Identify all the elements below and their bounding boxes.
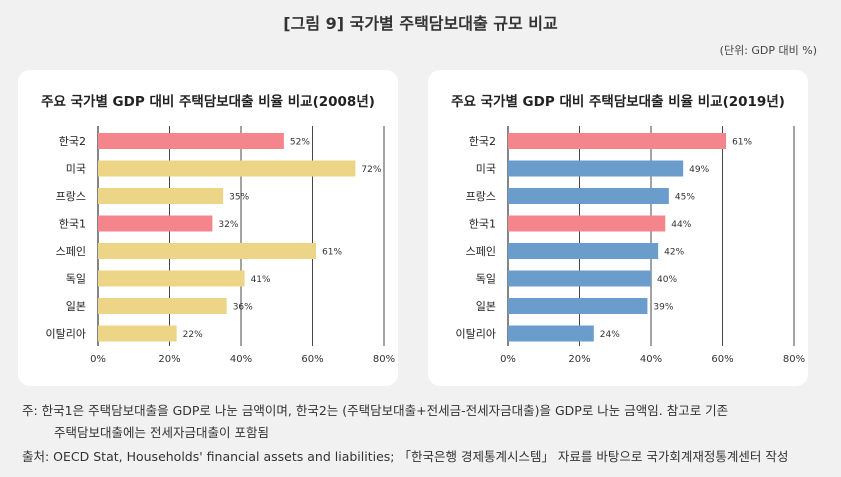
x-tick-label: 20% — [158, 354, 180, 365]
value-label: 61% — [322, 248, 342, 258]
chart-title-2008: 주요 국가별 GDP 대비 주택담보대출 비율 비교(2008년) — [41, 94, 375, 110]
category-label: 스페인 — [466, 245, 496, 258]
value-label: 24% — [600, 330, 620, 340]
bar-chart-2008: 0% 20% 40% 60% 80% 한국2 52% 미국 72% 프랑스 35% 한국1 32% 스페인… — [46, 126, 395, 365]
x-tick-label: 40% — [230, 354, 252, 365]
x-tick-label: 80% — [373, 354, 395, 365]
value-label: 61% — [732, 138, 752, 148]
x-tick-label: 20% — [568, 354, 590, 365]
value-label: 40% — [657, 275, 677, 285]
bar — [98, 298, 227, 314]
bar — [508, 215, 666, 232]
footnote-line-2: 주택담보대출에는 전세자금대출이 포함됨 — [54, 425, 269, 440]
category-label: 한국2 — [59, 135, 86, 148]
footnote-line-1: 주: 한국1은 주택담보대출을 GDP로 나눈 금액이며, 한국2는 (주택담보… — [22, 403, 729, 418]
bar — [98, 188, 224, 204]
value-label: 36% — [233, 303, 253, 313]
bar — [98, 270, 245, 287]
bar — [508, 188, 669, 204]
value-label: 22% — [183, 330, 203, 340]
x-tick-label: 60% — [711, 354, 733, 365]
category-label: 프랑스 — [56, 190, 86, 203]
bar — [508, 298, 648, 314]
category-label: 한국1 — [59, 218, 86, 231]
category-label: 이탈리아 — [456, 328, 496, 341]
category-label: 일본 — [476, 299, 496, 313]
unit-label: (단위: GDP 대비 %) — [719, 44, 817, 57]
category-label: 한국1 — [469, 218, 496, 231]
category-label: 스페인 — [56, 245, 86, 258]
figure-title: [그림 9] 국가별 주택담보대출 규모 비교 — [283, 14, 558, 33]
bar — [508, 160, 684, 177]
bar — [98, 325, 177, 342]
value-label: 42% — [664, 248, 684, 258]
value-label: 39% — [653, 303, 673, 313]
value-label: 45% — [675, 193, 695, 203]
value-label: 41% — [251, 275, 271, 285]
category-label: 한국2 — [469, 135, 496, 148]
bar — [98, 160, 356, 177]
source-note: 출처: OECD Stat, Households' financial ass… — [22, 449, 789, 464]
bar — [98, 243, 317, 259]
bar — [508, 270, 651, 287]
chart-panel-2019: 주요 국가별 GDP 대비 주택담보대출 비율 비교(2019년) 0% 20% 4… — [428, 70, 808, 386]
category-label: 프랑스 — [466, 190, 496, 203]
category-label: 이탈리아 — [46, 328, 86, 341]
bar — [98, 215, 213, 232]
bar — [508, 325, 594, 342]
chart-panel-2008: 주요 국가별 GDP 대비 주택담보대출 비율 비교(2008년) 0% 20% 4… — [18, 70, 398, 386]
bar-chart-2019: 0% 20% 40% 60% 80% 한국2 61% 미국 49% 프랑스 45% 한국1 44% 스페인… — [456, 126, 805, 365]
category-label: 미국 — [476, 163, 496, 176]
value-label: 72% — [361, 165, 381, 175]
x-tick-label: 80% — [783, 354, 805, 365]
value-label: 44% — [671, 220, 691, 230]
category-label: 독일 — [476, 272, 496, 286]
value-label: 49% — [689, 165, 709, 175]
x-tick-label: 0% — [90, 354, 106, 365]
value-label: 35% — [229, 193, 249, 203]
category-label: 독일 — [66, 272, 86, 286]
bar — [508, 133, 727, 149]
bar — [508, 243, 659, 259]
x-tick-label: 60% — [301, 354, 323, 365]
value-label: 32% — [218, 220, 238, 230]
bar — [98, 133, 284, 149]
value-label: 52% — [290, 138, 310, 148]
x-tick-label: 40% — [640, 354, 662, 365]
chart-title-2019: 주요 국가별 GDP 대비 주택담보대출 비율 비교(2019년) — [451, 94, 785, 110]
category-label: 미국 — [66, 163, 86, 176]
category-label: 일본 — [66, 299, 86, 313]
x-tick-label: 0% — [500, 354, 516, 365]
